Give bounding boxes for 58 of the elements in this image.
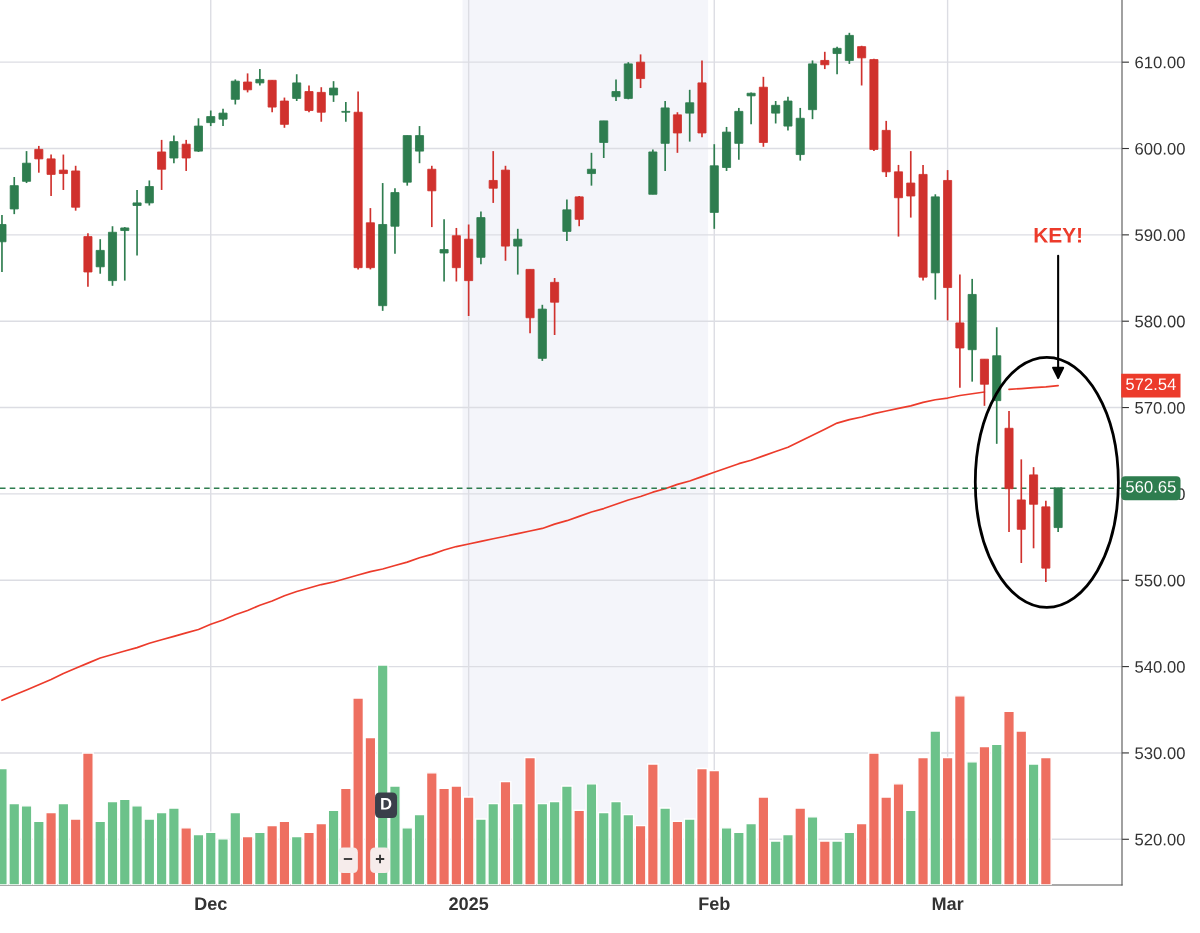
- candlestick: [857, 44, 867, 87]
- y-tick-label: 600.00: [1135, 142, 1185, 155]
- candlestick: [832, 45, 842, 76]
- x-tick-label: Feb: [699, 896, 730, 911]
- candlestick: [120, 226, 130, 282]
- y-tick-label: 520.00: [1135, 833, 1185, 846]
- annotation: +: [375, 854, 385, 864]
- candlestick: [586, 151, 596, 187]
- candlestick: [279, 96, 289, 129]
- candlestick: [316, 86, 326, 123]
- candlestick: [341, 101, 351, 123]
- candlestick: [292, 73, 302, 102]
- candlestick: [599, 120, 609, 159]
- candlestick: [58, 153, 68, 191]
- candlestick: [771, 100, 781, 125]
- candlestick: [746, 91, 756, 126]
- x-tick-label: 2025: [449, 897, 489, 911]
- candlestick: [95, 238, 105, 275]
- candlestick: [243, 72, 253, 94]
- candlestick: [132, 189, 142, 257]
- y-tick-label: 580.00: [1135, 315, 1185, 328]
- candlestick: [562, 198, 572, 242]
- candlestick: [169, 134, 179, 165]
- candlestick: [230, 78, 240, 106]
- candlestick: [157, 139, 167, 191]
- candlestick: [144, 179, 154, 207]
- candlestick: [906, 150, 916, 219]
- candlestick: [46, 153, 56, 197]
- y-tick-label: 570.00: [1135, 401, 1185, 414]
- candlestick: [304, 84, 314, 114]
- text: 572.54: [1126, 378, 1176, 391]
- candlestick: [439, 218, 449, 283]
- ref-line-label: 560.65: [1126, 480, 1176, 493]
- annotation: D: [381, 798, 392, 810]
- y-tick-label: 590.00: [1135, 229, 1185, 242]
- candlestick: [611, 78, 621, 102]
- candlestick: [9, 176, 19, 215]
- candlestick: [574, 195, 584, 228]
- x-tick-label: Mar: [932, 897, 964, 911]
- candlestick: [636, 53, 646, 89]
- annotation: −: [343, 858, 353, 860]
- candlestick: [672, 111, 682, 154]
- y-tick-label: 550.00: [1135, 574, 1185, 587]
- y-tick-label: 540.00: [1135, 660, 1185, 673]
- candlestick: [181, 139, 191, 172]
- candlestick: [488, 150, 498, 204]
- candlestick: [22, 150, 31, 184]
- candlestick: [427, 164, 437, 228]
- candlestick: [513, 227, 523, 276]
- annotation: KEY!: [1034, 228, 1082, 243]
- candlestick: [34, 145, 44, 174]
- candlestick: [415, 125, 424, 165]
- candlestick: [550, 277, 560, 336]
- y-tick-label: 610.00: [1135, 56, 1185, 69]
- x-tick-label: Dec: [195, 897, 227, 911]
- y-tick-label: 530.00: [1135, 747, 1185, 760]
- candlestick: [685, 88, 695, 143]
- candlestick: [329, 80, 339, 103]
